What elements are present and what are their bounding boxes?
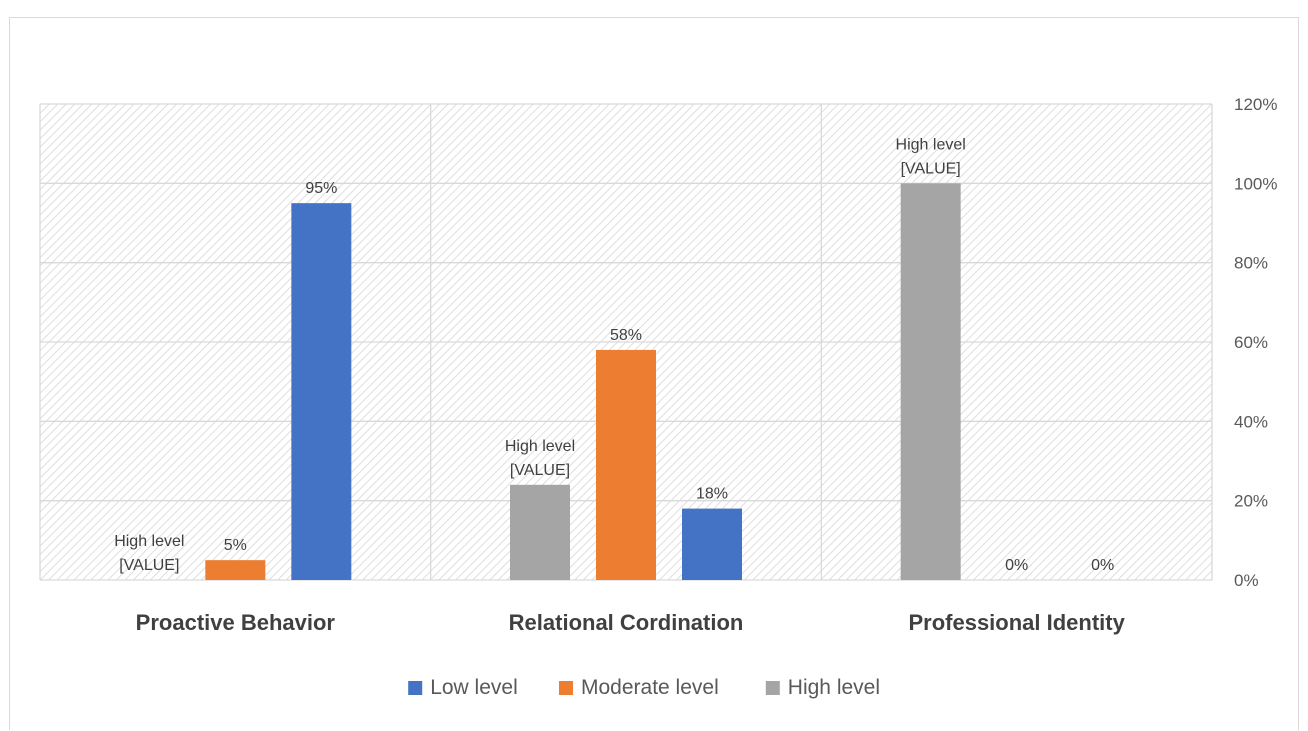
bar-high-level [510,484,570,580]
data-label: High level [114,533,184,550]
y-tick-label: 120% [1234,95,1277,114]
bar-moderate-level [205,560,266,580]
y-tick-label: 60% [1234,333,1268,352]
y-tick-label: 0% [1234,571,1259,590]
data-label: 5% [224,537,247,554]
data-label: High level [505,438,575,455]
data-labels: High level [VALUE] 5% 95% High level [VALUE] 5… [114,136,1114,574]
data-label: [VALUE] [119,557,179,574]
x-tick-label: Relational Cordination [509,610,744,635]
y-axis: 0% 20% 40% 60% 80% 100% 120% [1234,95,1277,590]
x-tick-label: Proactive Behavior [136,610,336,635]
legend: Low level Moderate level High level [408,676,880,699]
x-tick-label: Professional Identity [908,610,1125,635]
x-axis: Proactive Behavior Relational Cordination… [136,610,1126,635]
data-label: 0% [1005,557,1028,574]
gridlines [39,103,1213,581]
bar-low-level [682,508,742,580]
data-label: [VALUE] [901,160,961,177]
data-label: 58% [610,327,642,344]
bar-low-level [291,203,352,580]
legend-swatch [408,681,423,695]
y-tick-label: 100% [1234,174,1277,193]
data-label: 0% [1091,557,1114,574]
data-label: [VALUE] [510,462,570,479]
data-label: 18% [696,486,728,503]
legend-swatch [765,681,780,695]
data-label: High level [896,136,966,153]
y-tick-label: 80% [1234,254,1268,273]
legend-label: Moderate level [581,676,719,699]
bar-moderate-level [596,349,656,580]
legend-swatch [559,681,573,695]
y-tick-label: 20% [1234,492,1268,511]
y-tick-label: 40% [1234,412,1268,431]
bars [205,183,961,581]
legend-label: Low level [430,676,518,699]
legend-label: High level [788,676,880,699]
data-label: 95% [305,180,337,197]
bar-high-level [900,183,961,581]
